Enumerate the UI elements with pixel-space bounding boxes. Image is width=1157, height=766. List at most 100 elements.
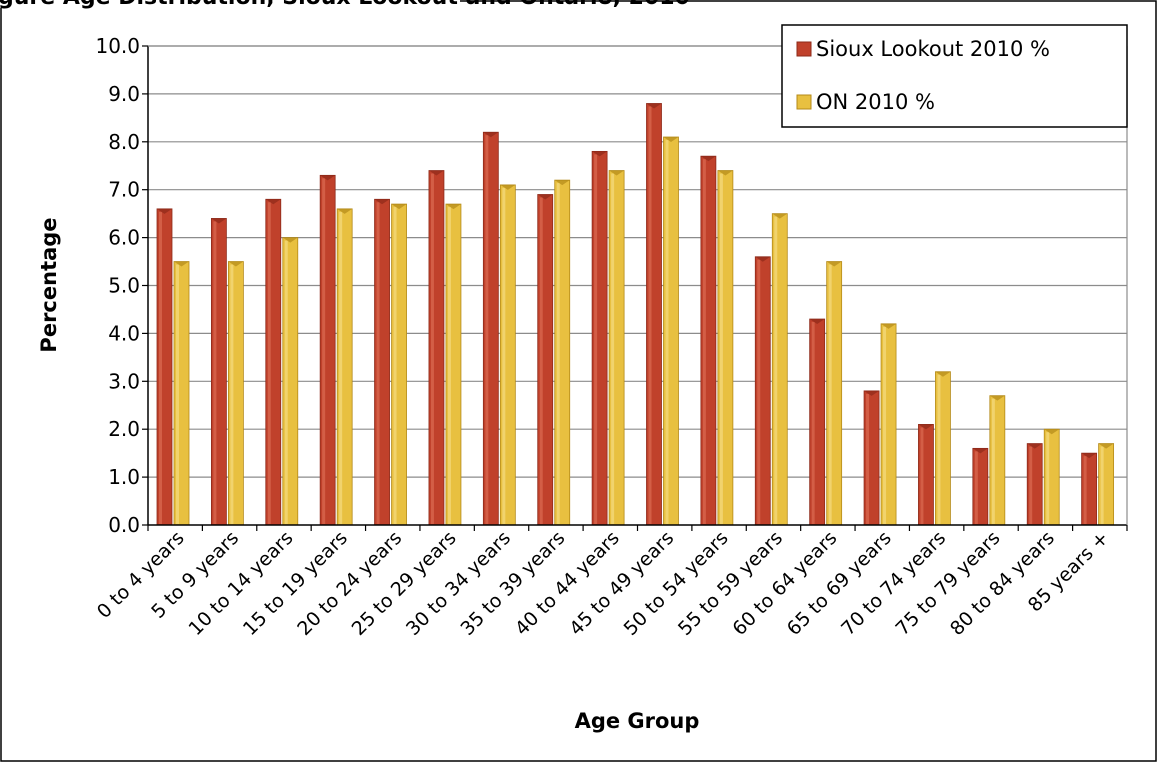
- bar-highlight: [322, 178, 326, 524]
- legend-box: [781, 24, 1128, 128]
- y-tick-labels: 0.0 1.0 2.0 3.0 4.0 5.0 6.0 7.0 8.0 9.0 10.0: [95, 34, 140, 537]
- y-tick-label: 9.0: [108, 82, 140, 106]
- y-tick-label: 6.0: [108, 226, 140, 250]
- bar-highlight: [866, 393, 870, 524]
- bar-cap: [157, 208, 172, 214]
- bar-cap: [663, 137, 679, 143]
- bar-cap: [864, 390, 880, 396]
- bar-cap: [483, 132, 499, 138]
- bar-ontario: [989, 395, 1006, 526]
- bar-cap: [592, 151, 608, 157]
- bar-cap: [918, 424, 934, 430]
- bar-cap: [809, 319, 825, 325]
- x-axis-title: Age Group: [575, 709, 700, 733]
- bar-highlight: [974, 451, 978, 524]
- bar-cap: [1044, 429, 1060, 435]
- bar-highlight: [702, 159, 706, 525]
- bar-highlight: [485, 135, 489, 524]
- bar-highlight: [648, 106, 652, 524]
- bar-highlight: [883, 326, 887, 524]
- legend-swatch-sioux-lookout: [796, 41, 812, 57]
- bar-cap: [755, 256, 771, 262]
- bar-cap: [935, 371, 951, 377]
- bar-cap: [554, 180, 570, 186]
- y-tick-label: 4.0: [108, 321, 140, 345]
- y-tick-label: 7.0: [108, 178, 140, 202]
- bar-highlight: [757, 259, 761, 524]
- bar-ontario: [391, 203, 407, 526]
- bar-ontario: [608, 170, 625, 526]
- bar-highlight: [556, 183, 560, 524]
- bar-cap: [211, 218, 227, 224]
- bar-cap: [700, 156, 716, 162]
- bar-highlight: [828, 264, 832, 524]
- bar-ontario: [880, 323, 897, 526]
- bar-highlight: [230, 264, 234, 524]
- y-tick-label: 5.0: [108, 274, 140, 298]
- bar-highlight: [991, 398, 995, 524]
- bar-cap: [1027, 443, 1043, 449]
- bar-highlight: [502, 187, 506, 524]
- legend-label-ontario: ON 2010 %: [816, 90, 935, 114]
- y-axis-title: Percentage: [37, 217, 61, 352]
- bar-highlight: [1100, 446, 1104, 524]
- bar-ontario: [771, 213, 788, 526]
- y-tick-label: 8.0: [108, 130, 140, 154]
- bar-highlight: [376, 202, 380, 524]
- y-tick-label: 0.0: [108, 513, 140, 537]
- bar-ontario: [1098, 443, 1115, 526]
- bar-ontario: [282, 237, 299, 526]
- bar-sioux-lookout: [591, 150, 608, 526]
- bar-highlight: [774, 216, 778, 524]
- bar-highlight: [213, 221, 217, 524]
- y-tick-label: 1.0: [108, 465, 140, 489]
- bar-highlight: [1083, 456, 1087, 524]
- bar-highlight: [719, 173, 723, 525]
- bar-ontario: [445, 203, 462, 526]
- bar-highlight: [267, 202, 271, 524]
- bar-cap: [646, 103, 662, 109]
- bar-sioux-lookout: [265, 198, 282, 526]
- bar-ontario: [935, 371, 951, 526]
- legend: Sioux Lookout 2010 % ON 2010 %: [781, 24, 1128, 128]
- bar-sioux-lookout: [374, 198, 390, 526]
- bar-cap: [1098, 443, 1114, 449]
- bar-sioux-lookout: [210, 218, 227, 526]
- bar-sioux-lookout: [809, 318, 826, 526]
- bar-sioux-lookout: [156, 208, 173, 526]
- bars: [156, 103, 1115, 526]
- bar-cap: [609, 170, 625, 176]
- bar-ontario: [336, 208, 353, 526]
- bar-highlight: [176, 264, 179, 524]
- y-tick-label: 3.0: [108, 369, 140, 393]
- bar-ontario: [717, 170, 734, 526]
- bar-highlight: [539, 197, 543, 525]
- bar-ontario: [227, 261, 244, 526]
- bar-highlight: [920, 427, 924, 524]
- bar-highlight: [1046, 432, 1050, 524]
- bar-highlight: [665, 140, 669, 524]
- bar-highlight: [811, 322, 815, 524]
- legend-swatch-ontario: [796, 94, 812, 110]
- bar-highlight: [447, 207, 451, 524]
- bar-ontario: [554, 179, 571, 526]
- bar-sioux-lookout: [537, 194, 554, 526]
- y-tick-label: 2.0: [108, 417, 140, 441]
- y-tick-label: 10.0: [95, 34, 140, 58]
- bar-sioux-lookout: [646, 103, 662, 526]
- bar-cap: [265, 199, 281, 205]
- bar-cap: [881, 323, 897, 329]
- bar-highlight: [611, 173, 615, 525]
- bar-cap: [428, 170, 444, 176]
- bar-cap: [282, 237, 298, 243]
- bar-sioux-lookout: [863, 390, 880, 526]
- bar-sioux-lookout: [428, 170, 445, 526]
- bar-cap: [772, 213, 788, 219]
- bar-cap: [717, 170, 733, 176]
- legend-label-sioux-lookout: Sioux Lookout 2010 %: [816, 37, 1050, 61]
- bar-ontario: [499, 184, 516, 526]
